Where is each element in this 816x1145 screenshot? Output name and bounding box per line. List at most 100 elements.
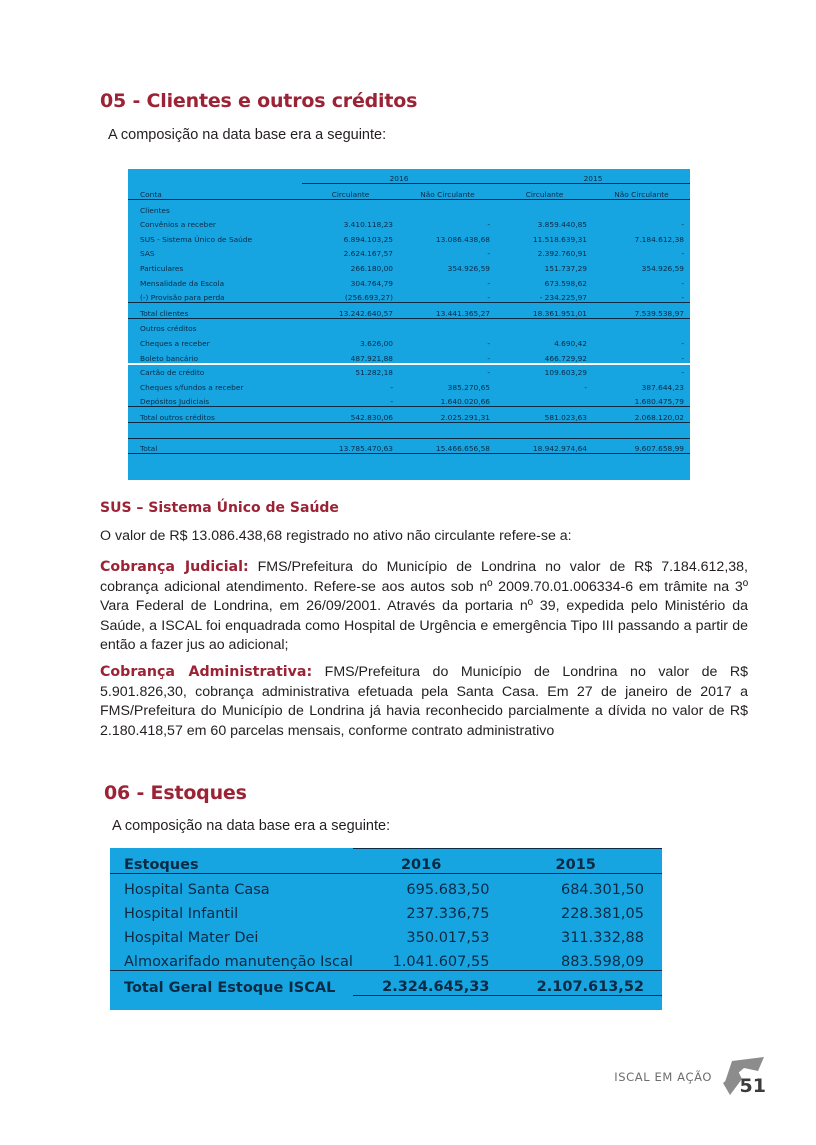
row-label: SUS - Sistema Único de Saúde: [140, 234, 253, 244]
row-value: 266.180,00: [350, 264, 393, 274]
table-row: Almoxarifado manutenção Iscal 1.041.607,…: [110, 946, 662, 971]
table-row: SAS 2.624.167,57 - 2.392.760,91 -: [128, 244, 690, 259]
row-label: Hospital Santa Casa: [124, 882, 270, 898]
cobranca-judicial-text: FMS/Prefeitura do Município de Londrina …: [100, 559, 748, 653]
grand-total-value: 15.466.656,58: [399, 437, 496, 455]
estoques-table: Estoques 2016 2015 Hospital Santa Casa 6…: [110, 848, 662, 1010]
total-value: 7.539.538,97: [593, 302, 690, 319]
table-row: Depósitos Judiciais - 1.640.020,66 1.680…: [128, 391, 690, 408]
row-value: 487.921,88: [350, 353, 393, 363]
row-value: 13.086.438,68: [435, 234, 490, 244]
row-value: -: [399, 287, 496, 304]
footer-label: ISCAL EM AÇÃO: [614, 1070, 712, 1084]
row-value: -: [487, 368, 490, 378]
table-row: Hospital Santa Casa 695.683,50 684.301,5…: [110, 874, 662, 898]
row-value: 3.410.118,23: [343, 220, 393, 230]
row-label: Boleto bancário: [140, 353, 199, 363]
total-label: Total Geral Estoque ISCAL: [110, 970, 353, 996]
table-row: Cheques s/fundos a receber - 385.270,65 …: [128, 377, 690, 392]
row-value: -: [681, 353, 684, 363]
row-label: Convênios a receber: [140, 220, 216, 230]
row-label: Cheques s/fundos a receber: [140, 382, 244, 392]
row-label: Cartão de crédito: [140, 368, 205, 378]
year-header-blank: [128, 169, 302, 184]
row-value: 7.184.612,38: [634, 234, 684, 244]
total-value: 13.242.640,57: [302, 302, 399, 319]
row-value: 3.626,00: [360, 339, 393, 349]
total-value: 2.107.613,52: [507, 970, 662, 996]
row-label: (-) Provisão para perda: [128, 287, 302, 304]
col-header-estoques: Estoques: [110, 848, 353, 874]
row-value: -: [487, 220, 490, 230]
row-value: -: [390, 382, 393, 392]
col-header-conta: Conta: [128, 183, 302, 201]
cobranca-administrativa-label: Cobrança Administrativa:: [100, 664, 313, 680]
row-value: 151.737,29: [544, 264, 587, 274]
sus-sub-heading: SUS – Sistema Único de Saúde: [100, 500, 339, 516]
cobranca-administrativa-text: FMS/Prefeitura do Município de Londrina …: [100, 664, 748, 739]
row-value: 3.859.440,85: [537, 220, 587, 230]
table-group-header: Outros créditos: [128, 318, 690, 333]
year-header-2015: 2015: [496, 169, 690, 185]
col-header-2015: 2015: [507, 848, 662, 874]
section-heading-clientes: 05 - Clientes e outros créditos: [100, 90, 418, 112]
row-value: (256.693,27): [302, 287, 399, 304]
page-footer: ISCAL EM AÇÃO 51: [614, 1055, 770, 1099]
table-row: Convênios a receber 3.410.118,23 - 3.859…: [128, 215, 690, 230]
row-label: Particulares: [140, 264, 184, 274]
row-label: Depósitos Judiciais: [128, 391, 302, 408]
row-value: 2.392.760,91: [537, 249, 587, 259]
row-value: 11.518.639,31: [532, 234, 587, 244]
row-value: 385.270,65: [447, 382, 490, 392]
row-value: -: [593, 287, 690, 304]
row-value: -: [681, 278, 684, 288]
table-total-row: Total clientes 13.242.640,57 13.441.365,…: [128, 302, 690, 319]
table-row: Mensalidade da Escola 304.764,79 - 673.5…: [128, 273, 690, 288]
row-value: 304.764,79: [350, 278, 393, 288]
table-row: SUS - Sistema Único de Saúde 6.894.103,2…: [128, 229, 690, 244]
col-header-2015-circulante: Circulante: [496, 183, 593, 201]
row-value: 387.644,23: [641, 382, 684, 392]
grand-total-label: Total: [128, 437, 302, 455]
row-value: 695.683,50: [406, 882, 490, 898]
table-total-row: Total outros créditos 542.830,06 2.025.2…: [128, 406, 690, 423]
cobranca-judicial-label: Cobrança Judicial:: [100, 559, 249, 575]
row-value: 1.640.020,66: [399, 391, 496, 408]
row-label: Hospital Infantil: [124, 906, 239, 922]
table-year-header-row: 2016 2015: [128, 169, 690, 185]
cobranca-judicial-paragraph: Cobrança Judicial: FMS/Prefeitura do Mun…: [100, 558, 748, 656]
table-row: Cartão de crédito 51.282,18 - 109.603,29…: [128, 363, 690, 378]
total-value: 581.023,63: [496, 406, 593, 423]
section-06-lead-text: A composição na data base era a seguinte…: [112, 818, 391, 834]
row-value: -: [584, 382, 587, 392]
group-title-outros-creditos: Outros créditos: [140, 324, 197, 334]
row-value: 883.598,09: [560, 954, 644, 970]
table-grand-total-row: Total 13.785.470,63 15.466.656,58 18.942…: [128, 437, 690, 455]
table-image-seam: [128, 363, 690, 365]
total-value: 2.068.120,02: [593, 406, 690, 423]
section-heading-estoques: 06 - Estoques: [104, 782, 247, 804]
col-header-2015-nao-circulante: Não Circulante: [593, 183, 690, 201]
table-row: Hospital Infantil 237.336,75 228.381,05: [110, 898, 662, 922]
row-value: -: [681, 249, 684, 259]
row-value: -: [487, 278, 490, 288]
row-value: 4.690,42: [554, 339, 587, 349]
row-value: 350.017,53: [406, 930, 490, 946]
row-value: -: [681, 339, 684, 349]
row-value: 228.381,05: [560, 906, 644, 922]
grand-total-value: 13.785.470,63: [302, 437, 399, 455]
estoques-header-row: Estoques 2016 2015: [110, 848, 662, 874]
total-value: 13.441.365,27: [399, 302, 496, 319]
section-05-lead-text: A composição na data base era a seguinte…: [108, 127, 387, 143]
row-value: 6.894.103,25: [343, 234, 393, 244]
cobranca-administrativa-paragraph: Cobrança Administrativa: FMS/Prefeitura …: [100, 663, 748, 741]
table-group-header: Clientes: [128, 200, 690, 215]
table-spacer-row: [128, 423, 690, 439]
row-label: Cheques a receber: [140, 339, 210, 349]
row-value: 354.926,59: [641, 264, 684, 274]
total-value: 2.025.291,31: [399, 406, 496, 423]
sus-intro-paragraph: O valor de R$ 13.086.438,68 registrado n…: [100, 528, 572, 544]
total-label: Total outros créditos: [128, 406, 302, 423]
row-value: 237.336,75: [406, 906, 490, 922]
